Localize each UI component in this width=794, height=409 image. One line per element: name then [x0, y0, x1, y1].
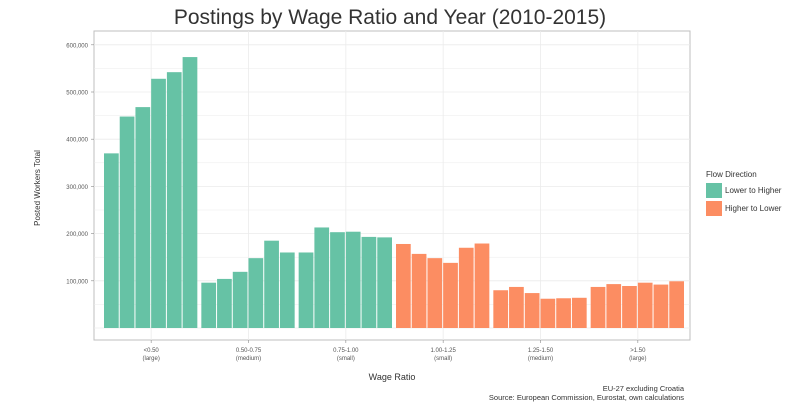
legend-item-higher-to-lower: Higher to Lower	[706, 201, 781, 216]
bar	[669, 281, 684, 328]
bar	[474, 243, 490, 328]
bar	[411, 253, 427, 328]
legend: Flow Direction Lower to Higher Higher to…	[706, 170, 781, 219]
x-tick-label: 0.50-0.75	[236, 348, 262, 354]
y-axis-ticks: 100,000 200,000 300,000 400,000 500,000 600,0…	[66, 43, 94, 285]
bar	[540, 298, 556, 328]
bar	[232, 271, 248, 328]
x-tick-sublabel: (large)	[142, 356, 159, 362]
x-tick-label: 0.75-1.00	[333, 348, 359, 354]
y-tick-label: 600,000	[66, 43, 88, 49]
bar	[104, 153, 119, 328]
bar	[151, 78, 166, 328]
x-tick-label: 1.00-1.25	[430, 348, 456, 354]
x-tick-label: <0.50	[144, 348, 160, 354]
y-tick-label: 100,000	[66, 279, 88, 285]
bar	[396, 243, 411, 328]
bar	[622, 285, 637, 328]
legend-label: Lower to Higher	[725, 186, 782, 195]
bar	[377, 237, 392, 328]
bar	[653, 284, 669, 328]
x-axis-ticks: <0.50 (large) 0.50-0.75 (medium) 0.75-1.00 (s…	[142, 340, 647, 362]
bar	[279, 252, 295, 328]
legend-swatch-lower-to-higher	[706, 183, 722, 198]
x-tick-sublabel: (large)	[629, 356, 646, 362]
legend-swatch-higher-to-lower	[706, 201, 722, 216]
bar	[637, 282, 653, 328]
legend-item-lower-to-higher: Lower to Higher	[706, 183, 781, 198]
source-note: EU-27 excluding Croatia Source: European…	[489, 384, 684, 402]
bar	[330, 232, 345, 328]
bar	[493, 290, 509, 328]
bar	[201, 282, 217, 328]
y-axis-label: Posted Workers Total	[33, 150, 42, 226]
y-tick-label: 400,000	[66, 138, 88, 144]
bar	[248, 258, 264, 328]
x-tick-sublabel: (medium)	[528, 356, 553, 362]
bar	[590, 286, 606, 328]
x-tick-label: 1.25-1.50	[528, 348, 554, 354]
bar	[443, 262, 458, 328]
bar	[345, 231, 361, 328]
x-axis-label: Wage Ratio	[369, 372, 416, 382]
y-tick-label: 200,000	[66, 232, 88, 238]
bar	[182, 57, 198, 329]
source-note-line: EU-27 excluding Croatia	[602, 384, 684, 393]
x-tick-sublabel: (small)	[434, 356, 452, 362]
bar	[298, 252, 314, 328]
bar	[556, 298, 571, 328]
bar	[606, 284, 622, 328]
source-note-line: Source: European Commission, Eurostat, o…	[488, 393, 684, 402]
bar	[458, 247, 474, 328]
bar	[135, 107, 151, 328]
y-tick-label: 500,000	[66, 91, 88, 97]
bar	[264, 240, 279, 328]
x-tick-sublabel: (medium)	[236, 356, 261, 362]
bar	[509, 286, 524, 328]
legend-label: Higher to Lower	[725, 204, 782, 213]
x-tick-sublabel: (small)	[337, 356, 355, 362]
bar	[571, 297, 587, 328]
bar	[427, 258, 443, 328]
bar	[524, 293, 540, 328]
x-tick-label: >1.50	[630, 348, 646, 354]
bar	[166, 72, 182, 329]
legend-title: Flow Direction	[706, 170, 757, 179]
bar	[314, 227, 330, 328]
bar	[217, 278, 232, 328]
chart-title: Postings by Wage Ratio and Year (2010-20…	[173, 6, 607, 29]
bar	[119, 116, 135, 328]
y-tick-label: 300,000	[66, 185, 88, 191]
bar	[361, 236, 377, 328]
bars	[104, 57, 684, 329]
